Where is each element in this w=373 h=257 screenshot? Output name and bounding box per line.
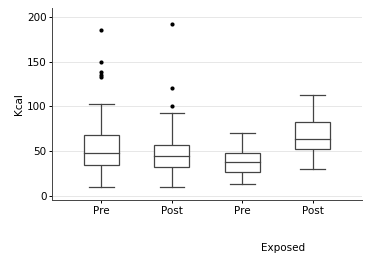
Text: Exposed: Exposed [261,243,305,253]
Y-axis label: Kcal: Kcal [14,93,24,115]
Bar [154,145,189,167]
Bar [84,135,119,164]
Bar [225,153,260,172]
Bar [295,122,330,149]
